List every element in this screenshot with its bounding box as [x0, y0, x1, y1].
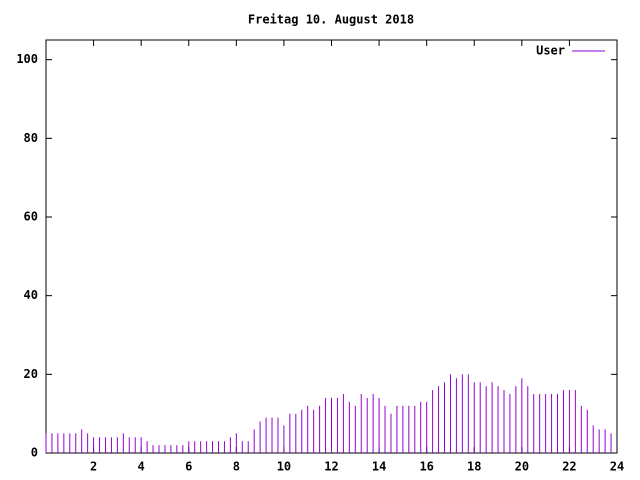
y-tick-label: 80 [24, 131, 38, 145]
x-tick-label: 6 [185, 460, 192, 474]
y-tick-label: 60 [24, 210, 38, 224]
x-tick-label: 20 [515, 460, 529, 474]
x-tick-label: 24 [610, 460, 624, 474]
plot-border [45, 39, 618, 454]
x-tick-label: 2 [90, 460, 97, 474]
x-tick-label: 4 [138, 460, 145, 474]
y-tick-label: 100 [16, 52, 38, 66]
y-tick-label: 0 [31, 446, 38, 460]
x-tick-label: 16 [419, 460, 433, 474]
y-tick-label: 20 [24, 367, 38, 381]
x-tick-label: 12 [324, 460, 338, 474]
legend-label: User [536, 44, 565, 58]
x-tick-label: 8 [233, 460, 240, 474]
chart-title: Freitag 10. August 2018 [248, 13, 414, 27]
x-tick-label: 10 [277, 460, 291, 474]
x-tick-label: 18 [467, 460, 481, 474]
x-tick-label: 22 [562, 460, 576, 474]
x-tick-label: 14 [372, 460, 386, 474]
y-tick-label: 40 [24, 288, 38, 302]
